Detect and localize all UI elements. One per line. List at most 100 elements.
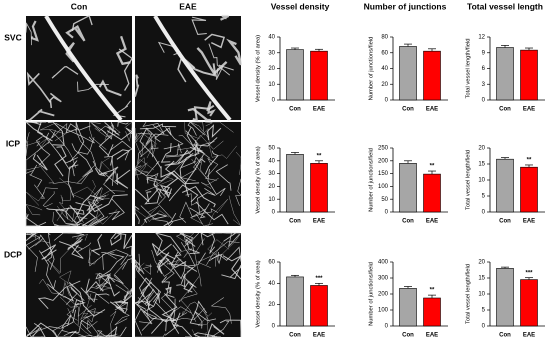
bar: [399, 288, 417, 327]
y-tick-label: 200: [378, 158, 389, 164]
vessel: [28, 238, 50, 250]
vessel: [172, 308, 205, 322]
column-title: Number of junctions: [364, 1, 447, 11]
vessel: [96, 272, 112, 289]
y-tick-label: 30: [268, 171, 275, 177]
error-bar: [428, 48, 436, 52]
y-tick-label: 80: [381, 35, 388, 41]
y-tick-label: 60: [268, 260, 275, 266]
y-axis-label: Number of junctions/field: [369, 37, 375, 101]
vessel: [204, 33, 226, 49]
vessel: [134, 127, 138, 142]
vessel: [125, 245, 133, 257]
bar: [520, 49, 538, 101]
vessel: [115, 35, 131, 66]
vessel: [168, 184, 199, 203]
vessel: [34, 184, 58, 199]
vessel: [154, 232, 182, 254]
bar: [423, 297, 441, 327]
vessel: [69, 137, 95, 163]
vessel: [138, 277, 162, 303]
category-label: EAE: [426, 107, 438, 113]
error-bar: [291, 152, 299, 155]
y-tick-label: 300: [378, 276, 389, 282]
vessel: [145, 176, 174, 192]
vessel: [211, 320, 230, 338]
vessel: [210, 297, 232, 324]
vessel: [135, 333, 166, 338]
vessel: [49, 129, 76, 168]
vessel: [151, 243, 176, 260]
micrograph: [133, 232, 242, 338]
vessel: [64, 281, 92, 317]
vessel: [90, 282, 109, 291]
vessel: [110, 231, 122, 246]
vessel: [191, 16, 207, 35]
vessel: [25, 214, 39, 227]
vessel: [134, 188, 152, 203]
category-label: Con: [402, 219, 414, 225]
y-tick-label: 250: [378, 146, 389, 152]
vessel: [153, 183, 172, 219]
vessel: [37, 286, 67, 310]
y-tick-label: 15: [478, 276, 485, 282]
vessel: [134, 167, 149, 176]
vessel: [103, 170, 119, 195]
vessel: [25, 141, 49, 174]
category-label: EAE: [313, 107, 325, 113]
vessel: [134, 132, 157, 158]
vessel: [51, 65, 79, 79]
y-tick-label: 150: [378, 171, 389, 177]
vessel: [87, 179, 109, 202]
error-bar: [428, 294, 436, 298]
y-tick-label: 20: [268, 66, 275, 72]
vessel: [32, 153, 48, 171]
vessel: [166, 143, 182, 156]
vessel: [55, 207, 85, 223]
vessel: [65, 210, 81, 227]
image-column-label: Con: [71, 1, 88, 11]
y-tick-label: 0: [272, 98, 276, 104]
category-label: Con: [499, 107, 511, 113]
y-tick-label: 0: [482, 210, 486, 216]
bar: [423, 50, 441, 101]
bar: [496, 268, 514, 327]
vessel: [139, 123, 177, 130]
vessel: [46, 280, 81, 302]
vessel: [187, 121, 206, 136]
vessel: [170, 251, 186, 280]
vessel: [135, 129, 153, 157]
vessel: [80, 293, 92, 320]
vessel: [235, 178, 242, 206]
vessel: [40, 123, 66, 141]
vessel: [101, 252, 117, 260]
vessel: [139, 127, 162, 169]
bar: [520, 166, 538, 213]
vessel: [180, 242, 196, 273]
vessel: [25, 322, 58, 338]
category-label: EAE: [313, 333, 325, 339]
vessel: [206, 241, 240, 266]
vessel: [59, 177, 72, 202]
vessel: [45, 232, 53, 262]
vessel: [39, 278, 65, 295]
vessel: [160, 142, 172, 163]
vessel: [94, 166, 119, 182]
y-tick-label: 15: [478, 162, 485, 168]
vessel: [172, 324, 193, 338]
image-row-label: ICP: [6, 138, 21, 148]
category-label: EAE: [523, 333, 535, 339]
y-axis-label: Total vessel length/field: [466, 264, 472, 324]
vessel: [40, 244, 57, 260]
vessel: [205, 198, 228, 227]
vessel: [115, 284, 133, 301]
error-bar: [291, 47, 299, 50]
vessel: [160, 166, 189, 198]
bar: [310, 285, 328, 327]
vessel: [59, 241, 84, 259]
vessel: [181, 185, 216, 208]
vessel: [134, 157, 146, 180]
vessel: [89, 121, 107, 150]
error-bar: [428, 170, 436, 175]
vessel: [106, 273, 120, 297]
